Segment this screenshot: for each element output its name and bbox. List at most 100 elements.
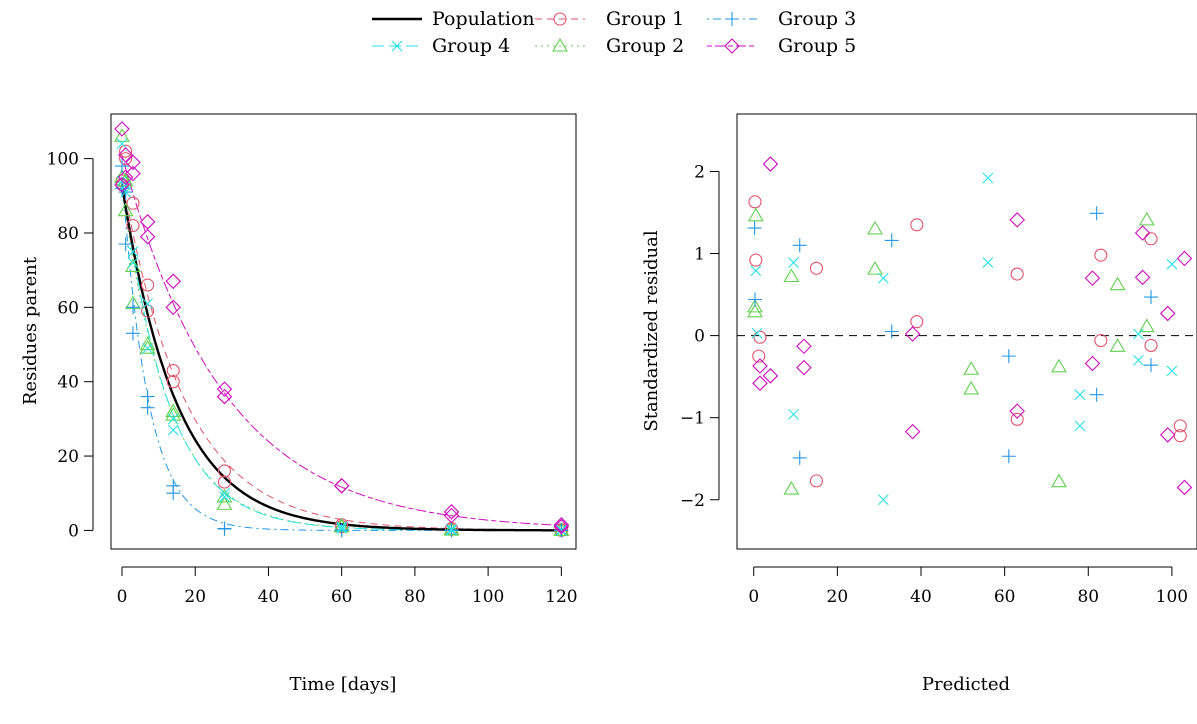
residual-group-3 (747, 292, 762, 307)
residual-group-5 (1134, 225, 1151, 241)
curve-group-1 (121, 177, 562, 531)
point-group-1 (217, 475, 232, 489)
residual-group-4 (1166, 365, 1178, 377)
plot-frame-right (736, 113, 1197, 550)
x-axis-label-left: Time [days] (290, 674, 397, 695)
y-tick-label: 1 (694, 245, 705, 265)
residual-group-4 (1133, 328, 1144, 340)
residual-group-4 (1166, 258, 1178, 270)
point-group-5 (333, 478, 350, 494)
residual-group-4 (877, 272, 889, 284)
legend: Population Group 4 Group 1 Group 2 Group 3 Gr… (372, 8, 856, 57)
x-tick-label: 80 (404, 587, 426, 607)
residual-group-3 (792, 450, 807, 465)
residual-group-5 (1084, 355, 1101, 372)
residual-group-3 (884, 324, 899, 339)
residual-group-1 (809, 261, 824, 275)
residual-group-2 (783, 268, 800, 283)
residual-group-2 (747, 207, 764, 222)
residual-group-2 (1138, 318, 1155, 333)
residual-group-1 (910, 315, 924, 329)
point-group-3 (125, 326, 140, 341)
point-group-4 (336, 521, 348, 533)
point-group-5 (553, 517, 570, 533)
x-tick-label: 120 (545, 587, 577, 607)
residual-group-5 (796, 359, 812, 376)
residual-group-5 (1084, 270, 1101, 286)
point-group-2 (216, 488, 233, 503)
point-group-5 (443, 504, 460, 520)
residual-group-1 (1173, 419, 1187, 433)
point-group-3 (140, 400, 155, 415)
axes-left: 0 20 40 60 80 100 120 0 20 40 60 80 100 (47, 150, 578, 607)
legend-marker-group-2 (552, 37, 568, 52)
point-group-1 (141, 278, 155, 292)
residual-group-4 (1074, 389, 1086, 401)
x-tick-label: 20 (184, 587, 206, 607)
residual-group-2 (867, 261, 883, 275)
residual-group-5 (904, 423, 921, 440)
residual-group-2 (747, 298, 763, 313)
residual-group-1 (1094, 333, 1108, 348)
residual-group-1 (809, 474, 824, 488)
residual-group-5 (1009, 403, 1025, 419)
curve-group-5 (121, 154, 562, 526)
y-tick-label: 60 (57, 298, 79, 318)
point-group-1 (141, 304, 155, 318)
residual-group-4 (750, 265, 762, 277)
residual-group-4 (788, 257, 799, 268)
point-group-5 (125, 165, 141, 182)
panel-standardized-residuals: 0 20 40 60 80 100 −2 −1 0 1 2 Predicted Standardiz… (641, 113, 1197, 695)
residual-group-2 (1051, 358, 1067, 373)
y-tick-label: 40 (57, 373, 79, 393)
legend-label-group-2: Group 2 (606, 35, 684, 57)
curve-group-4 (121, 177, 562, 531)
y-tick-label: 100 (47, 150, 79, 170)
point-group-5 (443, 507, 460, 524)
residual-group-4 (982, 257, 994, 268)
point-group-5 (216, 381, 233, 397)
point-group-5 (139, 214, 156, 230)
point-group-3 (166, 486, 181, 501)
point-group-3 (118, 237, 133, 252)
point-group-5 (114, 121, 130, 137)
residual-group-5 (1176, 250, 1193, 267)
x-tick-label: 0 (748, 587, 759, 607)
point-group-5 (114, 176, 130, 193)
legend-marker-group-1 (553, 12, 567, 26)
point-group-2 (165, 403, 182, 417)
residual-group-4 (788, 409, 799, 420)
point-group-4 (142, 298, 154, 310)
point-group-5 (165, 299, 182, 316)
residual-group-3 (1089, 387, 1104, 402)
x-tick-label: 40 (910, 587, 932, 607)
legend-label-group-1: Group 1 (606, 8, 684, 30)
point-group-3 (217, 521, 232, 536)
point-group-5 (333, 478, 350, 494)
residual-group-5 (796, 338, 812, 355)
residual-group-3 (1089, 206, 1104, 221)
residual-group-2 (1051, 473, 1067, 488)
point-group-1 (119, 144, 133, 158)
point-group-5 (117, 169, 134, 185)
point-group-5 (216, 388, 233, 405)
legend-label-group-3: Group 3 (778, 8, 856, 30)
x-tick-label: 60 (994, 587, 1016, 607)
point-group-3 (114, 159, 129, 174)
residual-group-2 (867, 220, 883, 235)
residual-group-1 (1010, 267, 1024, 281)
point-group-5 (125, 154, 141, 171)
residual-group-4 (1074, 420, 1086, 432)
residual-group-1 (748, 195, 762, 209)
y-axis-label-right: Standardized residual (641, 230, 662, 432)
residual-group-5 (762, 368, 779, 384)
legend-marker-group-3 (725, 12, 739, 26)
curve-group-3 (121, 173, 562, 531)
point-group-2 (165, 407, 182, 421)
residual-group-3 (1144, 290, 1158, 305)
residual-group-1 (1144, 338, 1158, 353)
residual-group-5 (1159, 305, 1176, 322)
point-group-4 (446, 525, 457, 536)
